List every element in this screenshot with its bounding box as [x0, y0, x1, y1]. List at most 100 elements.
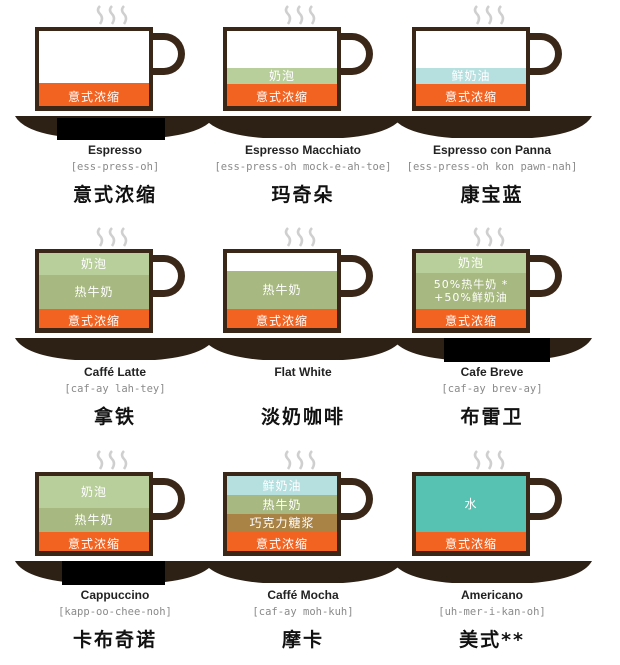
layer-label: 热牛奶 — [262, 283, 302, 297]
layer-label: 鲜奶油 — [451, 69, 491, 83]
drink-pronunciation: [uh-mer-i-kan-oh] — [438, 606, 546, 618]
layer-label: 热牛奶 — [74, 285, 114, 299]
drink-name: Espresso Macchiato — [244, 143, 362, 157]
layer-label: 鲜奶油 — [262, 478, 302, 493]
drink-chinese-name: 玛奇朵 — [271, 184, 335, 206]
drink-name: Espresso — [87, 143, 143, 157]
layer-milk-foam: 奶泡 — [39, 253, 149, 275]
drink-pronunciation: [kapp-oo-chee-noh] — [58, 606, 172, 618]
layer-espresso: 意式浓缩 — [39, 83, 149, 106]
drink-pronunciation: [ess-press-oh kon pawn-nah] — [406, 161, 578, 173]
steam-icon — [96, 5, 128, 25]
cup-handle — [337, 478, 373, 520]
cup-body: 鲜奶油 热牛奶 巧克力糖浆 意式浓缩 — [223, 472, 341, 556]
drink-cafe-breve: 奶泡 50%热牛奶 * +50%鲜奶油 意式浓缩 Cafe Breve [caf… — [392, 222, 592, 442]
layer-label: 奶泡 — [80, 257, 107, 271]
drink-caffe-mocha: 鲜奶油 热牛奶 巧克力糖浆 意式浓缩 Caffé Mocha [caf-ay m… — [203, 445, 403, 665]
layer-label: +50%鲜奶油 — [434, 291, 508, 304]
drink-chinese-name: 淡奶咖啡 — [260, 406, 345, 428]
layer-espresso: 意式浓缩 — [416, 532, 526, 551]
coffee-cup-icon: 鲜奶油 意式浓缩 — [412, 27, 572, 111]
drink-chinese-name: 摩卡 — [281, 629, 324, 651]
drink-chinese-name: 美式** — [459, 629, 525, 651]
layer-espresso: 意式浓缩 — [416, 309, 526, 328]
cup-handle — [149, 478, 185, 520]
coffee-cup-icon: 奶泡 热牛奶 意式浓缩 — [35, 249, 195, 333]
drink-name: Flat White — [274, 365, 332, 379]
steam-icon — [473, 227, 505, 247]
drink-chinese-name: 康宝蓝 — [460, 184, 524, 206]
redaction-bar — [57, 118, 165, 140]
coffee-cup-icon: 鲜奶油 热牛奶 巧克力糖浆 意式浓缩 — [223, 472, 383, 556]
drink-chinese-name: 拿铁 — [93, 406, 136, 428]
layer-steamed-milk: 热牛奶 — [227, 271, 337, 309]
drink-pronunciation: [caf-ay moh-kuh] — [252, 606, 354, 618]
drink-name: Espresso con Panna — [432, 143, 552, 157]
cup-handle — [526, 478, 562, 520]
steam-icon — [473, 5, 505, 25]
drink-pronunciation: [caf-ay lah-tey] — [64, 383, 166, 395]
cup-handle — [149, 33, 185, 75]
layer-water: 水 — [416, 476, 526, 532]
layer-label: 意式浓缩 — [67, 89, 120, 104]
layer-chocolate-syrup: 巧克力糖浆 — [227, 514, 337, 532]
saucer-icon — [392, 116, 592, 138]
saucer-icon — [392, 561, 592, 583]
steam-icon — [284, 450, 316, 470]
layer-milk-foam: 奶泡 — [416, 253, 526, 273]
steam-icon — [284, 227, 316, 247]
layer-label: 意式浓缩 — [255, 313, 308, 328]
cup-body: 奶泡 热牛奶 意式浓缩 — [35, 472, 153, 556]
layer-label: 意式浓缩 — [444, 313, 497, 328]
drink-espresso-macchiato: 奶泡 意式浓缩 Espresso Macchiato [ess-press-oh… — [203, 0, 403, 220]
coffee-cup-icon: 意式浓缩 — [35, 27, 195, 111]
coffee-cup-icon: 奶泡 50%热牛奶 * +50%鲜奶油 意式浓缩 — [412, 249, 572, 333]
coffee-cup-icon: 水 意式浓缩 — [412, 472, 572, 556]
layer-milk-cream-mix: 50%热牛奶 * +50%鲜奶油 — [416, 273, 526, 309]
layer-label: 意式浓缩 — [67, 313, 120, 328]
layer-whipped-cream: 鲜奶油 — [416, 68, 526, 84]
layer-espresso: 意式浓缩 — [227, 532, 337, 551]
drink-name: Americano — [460, 588, 524, 602]
layer-steamed-milk: 热牛奶 — [227, 495, 337, 514]
layer-label: 意式浓缩 — [255, 536, 308, 551]
cup-handle — [526, 255, 562, 297]
drink-chinese-name: 布雷卫 — [460, 406, 524, 428]
layer-label: 巧克力糖浆 — [249, 516, 315, 530]
steam-icon — [96, 227, 128, 247]
drink-espresso: 意式浓缩 Espresso [ess-press-oh] 意式浓缩 — [15, 0, 215, 220]
steam-icon — [96, 450, 128, 470]
steam-icon — [473, 450, 505, 470]
layer-espresso: 意式浓缩 — [416, 84, 526, 106]
drink-name: Caffé Mocha — [267, 588, 339, 602]
cup-body: 鲜奶油 意式浓缩 — [412, 27, 530, 111]
coffee-cup-icon: 奶泡 意式浓缩 — [223, 27, 383, 111]
drink-espresso-con-panna: 鲜奶油 意式浓缩 Espresso con Panna [ess-press-o… — [392, 0, 592, 220]
layer-label: 意式浓缩 — [255, 90, 308, 104]
layer-label: 奶泡 — [80, 485, 107, 499]
cup-body: 意式浓缩 — [35, 27, 153, 111]
layer-label: 水 — [464, 497, 478, 511]
drink-name: Cafe Breve — [460, 365, 524, 379]
cup-handle — [149, 255, 185, 297]
redaction-bar — [444, 338, 550, 362]
coffee-cup-icon: 奶泡 热牛奶 意式浓缩 — [35, 472, 195, 556]
saucer-icon — [203, 338, 403, 360]
layer-label: 奶泡 — [268, 69, 295, 83]
layer-whipped-cream: 鲜奶油 — [227, 476, 337, 495]
layer-label: 意式浓缩 — [67, 536, 120, 551]
layer-steamed-milk: 热牛奶 — [39, 275, 149, 309]
cup-body: 奶泡 热牛奶 意式浓缩 — [35, 249, 153, 333]
cup-body: 水 意式浓缩 — [412, 472, 530, 556]
cup-body: 热牛奶 意式浓缩 — [223, 249, 341, 333]
drink-flat-white: 热牛奶 意式浓缩 Flat White 淡奶咖啡 — [203, 222, 403, 442]
cup-body: 奶泡 50%热牛奶 * +50%鲜奶油 意式浓缩 — [412, 249, 530, 333]
cup-handle — [337, 33, 373, 75]
layer-label: 奶泡 — [457, 256, 484, 270]
drink-cappuccino: 奶泡 热牛奶 意式浓缩 Cappuccino [kapp-oo-chee-noh… — [15, 445, 215, 665]
redaction-bar — [62, 561, 165, 585]
layer-espresso: 意式浓缩 — [39, 309, 149, 328]
layer-label: 意式浓缩 — [444, 90, 497, 104]
drink-pronunciation: [ess-press-oh] — [70, 161, 160, 173]
drink-name: Cappuccino — [80, 588, 150, 602]
